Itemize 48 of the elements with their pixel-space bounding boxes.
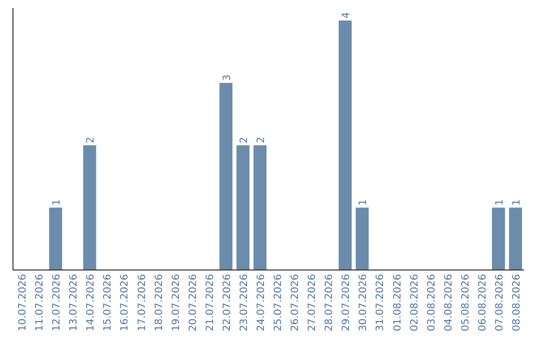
x-tick-label: 14.07.2026 xyxy=(86,274,97,332)
bar xyxy=(254,145,267,270)
x-tick-label: 22.07.2026 xyxy=(222,274,233,332)
x-tick-label: 15.07.2026 xyxy=(102,274,114,332)
x-tick-label: 06.08.2026 xyxy=(477,274,488,332)
x-tick-label: 17.07.2026 xyxy=(136,274,148,332)
x-tick-label: 21.07.2026 xyxy=(204,274,216,332)
x-tick-label: 01.08.2026 xyxy=(392,274,404,332)
x-tick-label: 13.07.2026 xyxy=(68,274,80,332)
bar xyxy=(219,82,232,270)
data-label: 1 xyxy=(52,199,63,206)
x-tick-label: 08.08.2026 xyxy=(511,274,522,332)
bar xyxy=(338,20,352,270)
data-label: 3 xyxy=(222,74,233,81)
x-tick-label: 25.07.2026 xyxy=(273,274,284,332)
x-tick-label: 16.07.2026 xyxy=(120,274,131,332)
x-tick-label: 03.08.2026 xyxy=(426,274,438,332)
x-tick-label: 19.07.2026 xyxy=(170,274,182,332)
x-tick-label: 23.07.2026 xyxy=(238,274,250,332)
bar xyxy=(236,145,250,270)
data-label: 2 xyxy=(256,136,268,144)
data-label: 1 xyxy=(512,199,523,206)
x-tick-label: 04.08.2026 xyxy=(443,274,454,332)
x-tick-label: 02.08.2026 xyxy=(409,274,420,332)
x-tick-label: 26.07.2026 xyxy=(290,274,302,332)
x-tick-label: 07.08.2026 xyxy=(494,274,506,332)
x-tick-label: 30.07.2026 xyxy=(358,274,370,332)
x-tick-label: 05.08.2026 xyxy=(460,274,472,332)
data-label: 1 xyxy=(358,199,370,206)
x-tick-label: 31.07.2026 xyxy=(375,274,386,332)
bar xyxy=(509,208,522,270)
bar xyxy=(49,208,62,270)
data-label: 4 xyxy=(341,12,352,18)
x-tick-label: 20.07.2026 xyxy=(188,274,199,332)
bar xyxy=(83,145,96,270)
x-tick-label: 12.07.2026 xyxy=(52,274,63,332)
data-label: 2 xyxy=(238,136,250,144)
x-tick-label: 18.07.2026 xyxy=(154,274,165,332)
x-tick-label: 24.07.2026 xyxy=(256,274,267,332)
x-tick-label: 11.07.2026 xyxy=(34,274,46,332)
x-tick-label: 29.07.2026 xyxy=(341,274,352,332)
data-label: 1 xyxy=(494,199,506,206)
bar xyxy=(356,208,369,270)
bar xyxy=(492,208,505,270)
x-tick-label: 28.07.2026 xyxy=(324,274,336,332)
x-tick-label: 10.07.2026 xyxy=(18,274,29,332)
x-tick-label: 27.07.2026 xyxy=(307,274,318,332)
data-label: 2 xyxy=(86,136,97,144)
